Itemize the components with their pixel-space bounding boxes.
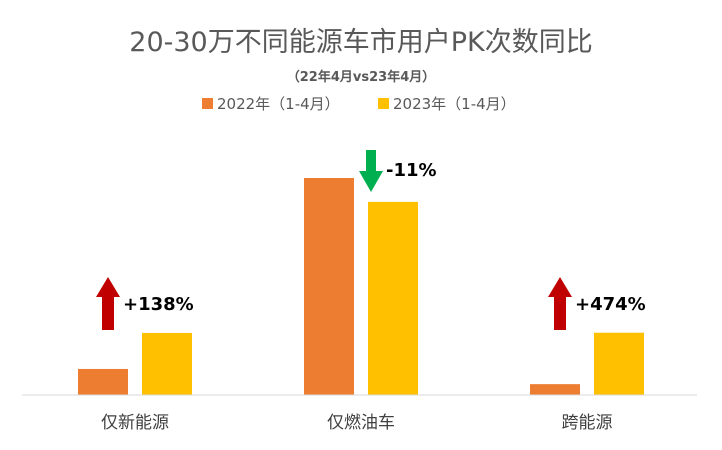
bars-layer	[78, 178, 644, 395]
legend-label-2023: 2023年（1-4月）	[393, 95, 516, 113]
arrow-up-icon	[548, 277, 572, 330]
bar-2023-2	[368, 201, 418, 395]
change-label: -11%	[386, 160, 437, 181]
chart-title: 20-30万不同能源车市用户PK次数同比	[129, 27, 592, 58]
arrow-down-icon	[359, 150, 383, 192]
bar-2023-1	[142, 332, 192, 395]
annotations-layer: +138% -11% +474%	[96, 150, 646, 330]
bar-2022-2	[304, 178, 354, 395]
x-tick-label: 仅新能源	[101, 413, 169, 433]
bar-2023-3	[594, 332, 644, 395]
bar-2022-3	[530, 384, 580, 395]
legend-swatch-2023	[378, 98, 389, 109]
chart-subtitle: （22年4月vs23年4月）	[287, 69, 436, 85]
bar-2022-1	[78, 368, 128, 395]
legend: 2022年（1-4月） 2023年（1-4月）	[202, 95, 516, 113]
change-label: +474%	[575, 294, 646, 315]
change-label: +138%	[123, 294, 194, 315]
x-tick-label: 跨能源	[562, 413, 613, 433]
arrow-up-icon	[96, 277, 120, 330]
legend-label-2022: 2022年（1-4月）	[217, 95, 340, 113]
legend-swatch-2022	[202, 98, 213, 109]
x-axis-labels: 仅新能源 仅燃油车 跨能源	[101, 413, 613, 433]
x-tick-label: 仅燃油车	[327, 413, 395, 433]
